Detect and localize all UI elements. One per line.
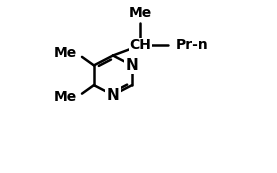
Text: Me: Me [54,90,77,104]
Text: Pr-n: Pr-n [176,38,209,52]
Text: Me: Me [129,6,152,20]
Text: N: N [126,58,138,73]
Text: Me: Me [54,47,77,61]
Text: CH: CH [129,38,151,52]
Text: N: N [107,88,119,103]
